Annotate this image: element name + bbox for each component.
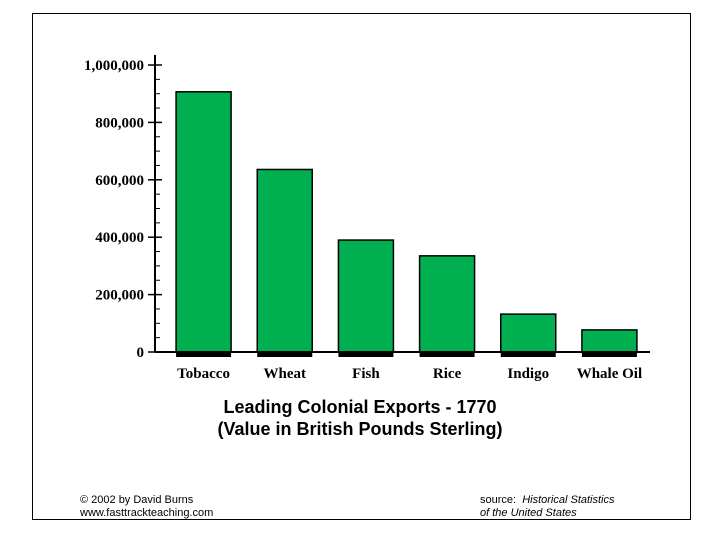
copyright-text: © 2002 by David Burns	[80, 494, 194, 506]
source-prefix: source:	[480, 494, 517, 506]
chart-title: Leading Colonial Exports - 1770	[223, 397, 497, 417]
x-category-label: Indigo	[507, 366, 549, 382]
footer-source: source: Historical Statistics of the Uni…	[480, 494, 615, 520]
y-tick-label: 200,000	[95, 288, 144, 304]
y-tick-label: 1,000,000	[84, 58, 144, 74]
source-title-line2: of the United States	[480, 507, 577, 519]
bar-base	[419, 351, 475, 357]
bar-wheat	[256, 168, 313, 353]
website-text: www.fasttrackteaching.com	[80, 507, 214, 519]
bar-base	[581, 351, 637, 357]
bar-base	[338, 351, 394, 357]
y-tick-label: 400,000	[95, 230, 144, 246]
bar-chart: 0 200,000 400,000 600,000 800,000 1,000,000 T…	[84, 55, 650, 382]
bar-indigo	[500, 313, 557, 353]
bar-fish	[337, 239, 395, 353]
x-axis: Tobacco Wheat Fish Rice Indigo Whale Oil	[155, 351, 650, 382]
x-category-label: Rice	[433, 366, 462, 382]
y-tick-label: 800,000	[95, 115, 144, 131]
y-tick-label: 600,000	[95, 173, 144, 189]
x-category-label: Tobacco	[177, 366, 230, 382]
y-axis: 0 200,000 400,000 600,000 800,000 1,000,000	[84, 55, 162, 361]
bar-whale-oil	[581, 329, 638, 353]
x-category-label: Fish	[352, 366, 380, 382]
chart-subtitle: (Value in British Pounds Sterling)	[217, 419, 503, 439]
x-category-label: Whale Oil	[577, 366, 642, 382]
footer-credit: © 2002 by David Burns www.fasttrackteach…	[80, 494, 213, 520]
bars	[175, 91, 638, 357]
bar-base	[500, 351, 556, 357]
x-category-label: Wheat	[264, 366, 307, 382]
source-title-line1: Historical Statistics	[522, 494, 615, 506]
y-tick-label: 0	[137, 345, 145, 361]
bar-base	[257, 351, 313, 357]
bar-rice	[418, 255, 476, 353]
bar-base	[176, 351, 232, 357]
bar-tobacco	[175, 91, 232, 353]
